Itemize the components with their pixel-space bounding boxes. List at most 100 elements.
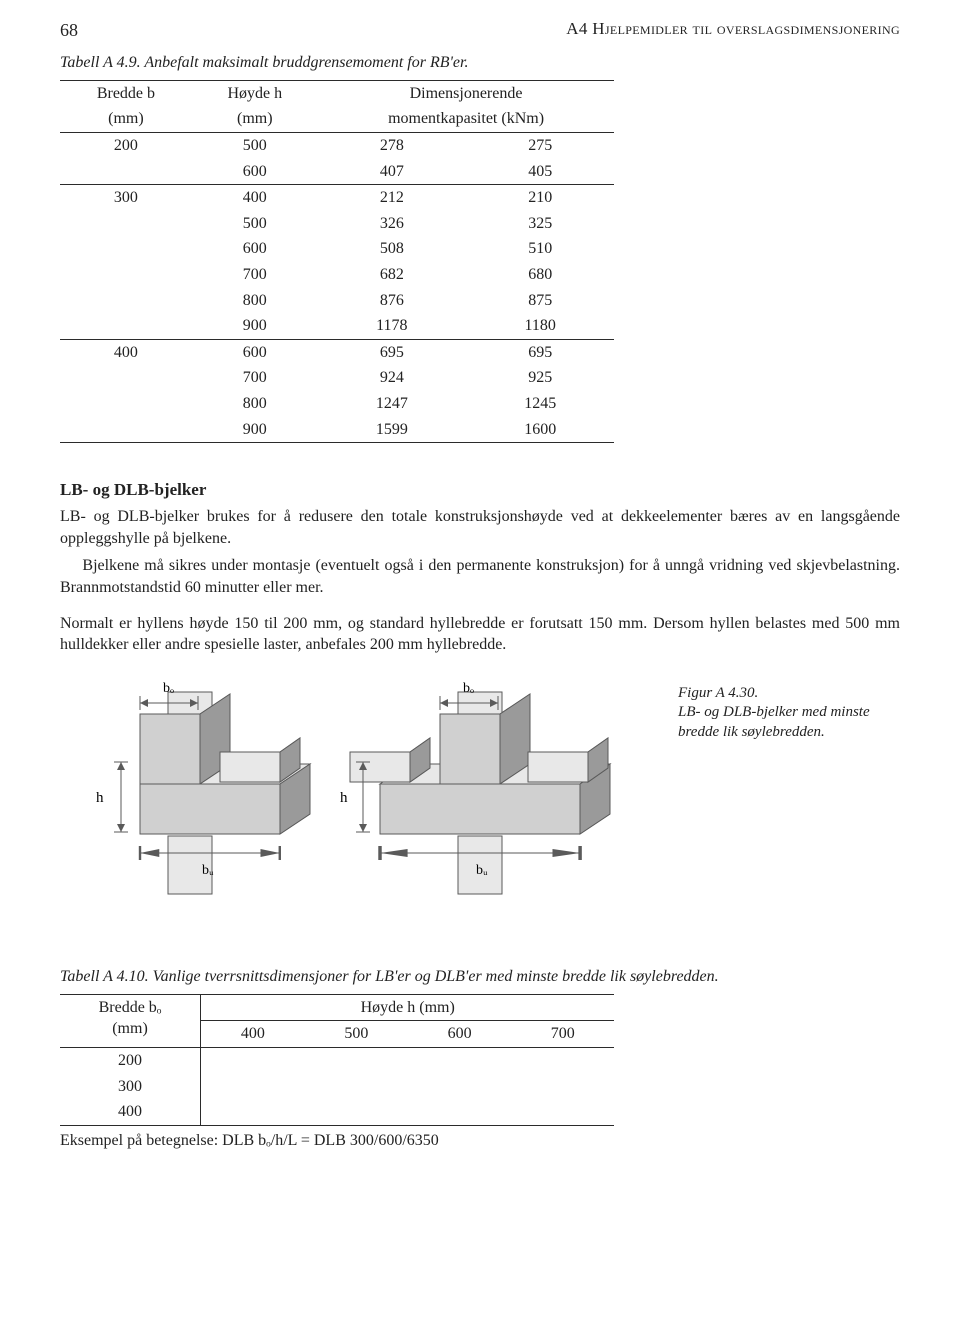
fig-h-left: h xyxy=(96,790,104,806)
section-p1: LB- og DLB-bjelker brukes for å redusere… xyxy=(60,506,900,549)
cell: 800 xyxy=(192,288,318,314)
cell: 1247 xyxy=(318,391,466,417)
cell: 600 xyxy=(192,159,318,185)
cell: 600 xyxy=(192,236,318,262)
cell: 407 xyxy=(318,159,466,185)
th-col: 700 xyxy=(511,1021,614,1048)
th-dim: Dimensjonerende xyxy=(318,80,615,106)
cell xyxy=(305,1099,408,1125)
table-row: 300400212210 xyxy=(60,185,614,211)
figure-svg: bₒ bᵤ xyxy=(60,684,650,914)
cell: 680 xyxy=(466,262,614,288)
cell: 325 xyxy=(466,211,614,237)
fig-bo-left: bₒ xyxy=(163,681,174,696)
cell xyxy=(511,1074,614,1100)
figure-label: Figur A 4.30. xyxy=(678,685,758,701)
cell: 500 xyxy=(192,211,318,237)
cell: 1245 xyxy=(466,391,614,417)
cell xyxy=(408,1048,511,1074)
cell xyxy=(201,1048,305,1074)
cell: 875 xyxy=(466,288,614,314)
th-col: 500 xyxy=(305,1021,408,1048)
th-h: Høyde h xyxy=(192,80,318,106)
cell-b: 200 xyxy=(60,133,192,185)
th-bo: Bredde bₒ xyxy=(70,997,190,1019)
cell xyxy=(305,1074,408,1100)
cell: 510 xyxy=(466,236,614,262)
table-a49-label: Tabell A 4.9. xyxy=(60,54,141,71)
cell-bo: 400 xyxy=(60,1099,201,1125)
cell-bo: 300 xyxy=(60,1074,201,1100)
table-a410-caption: Tabell A 4.10. Vanlige tverrsnittsdimens… xyxy=(60,966,900,988)
th-b-unit: (mm) xyxy=(60,106,192,132)
figure-caption-text: LB- og DLB-bjelker med minste bredde lik… xyxy=(678,704,870,740)
cell: 682 xyxy=(318,262,466,288)
section-title: LB- og DLB-bjelker xyxy=(60,479,900,502)
fig-bu-left: bᵤ xyxy=(202,863,214,878)
figure-a430: bₒ bᵤ xyxy=(60,684,900,921)
cell xyxy=(201,1099,305,1125)
section-p3: Normalt er hyllens høyde 150 til 200 mm,… xyxy=(60,613,900,656)
table-a410: Bredde bₒ (mm) Høyde h (mm) 400500600700… xyxy=(60,994,614,1126)
cell xyxy=(511,1099,614,1125)
cell: 700 xyxy=(192,262,318,288)
table-row: 400 xyxy=(60,1099,614,1125)
figure-caption: Figur A 4.30. LB- og DLB-bjelker med min… xyxy=(678,684,900,743)
cell: 212 xyxy=(318,185,466,211)
cell: 924 xyxy=(318,365,466,391)
figure-svg-wrap: bₒ bᵤ xyxy=(60,684,650,921)
cell: 600 xyxy=(192,339,318,365)
cell-b: 300 xyxy=(60,185,192,340)
cell: 405 xyxy=(466,159,614,185)
cell: 800 xyxy=(192,391,318,417)
cell: 925 xyxy=(466,365,614,391)
cell: 508 xyxy=(318,236,466,262)
cell: 210 xyxy=(466,185,614,211)
section-p2: Bjelkene må sikres under montasje (event… xyxy=(60,555,900,598)
table-row: 200500278275 xyxy=(60,133,614,159)
table-a49-caption: Tabell A 4.9. Anbefalt maksimalt bruddgr… xyxy=(60,52,900,74)
cell: 700 xyxy=(192,365,318,391)
table-a49: Bredde b Høyde h Dimensjonerende (mm) (m… xyxy=(60,80,614,443)
example-line: Eksempel på betegnelse: DLB bₒ/h/L = DLB… xyxy=(60,1130,900,1152)
cell: 1178 xyxy=(318,313,466,339)
fig-h-right: h xyxy=(340,790,348,806)
cell: 695 xyxy=(466,339,614,365)
cell: 400 xyxy=(192,185,318,211)
page-number: 68 xyxy=(60,18,78,42)
fig-bu-right: bᵤ xyxy=(476,863,488,878)
th-dim2: momentkapasitet (kNm) xyxy=(318,106,615,132)
cell-b: 400 xyxy=(60,339,192,442)
cell: 278 xyxy=(318,133,466,159)
table-row: 300 xyxy=(60,1074,614,1100)
table-row: 200 xyxy=(60,1048,614,1074)
th-b: Bredde b xyxy=(60,80,192,106)
table-row: 400600695695 xyxy=(60,339,614,365)
cell xyxy=(305,1048,408,1074)
running-head: 68 A4 Hjelpemidler til overslagsdimensjo… xyxy=(60,18,900,42)
th-bo-unit: (mm) xyxy=(70,1018,190,1040)
cell xyxy=(201,1074,305,1100)
cell-bo: 200 xyxy=(60,1048,201,1074)
cell: 900 xyxy=(192,313,318,339)
cell xyxy=(408,1074,511,1100)
th-col: 600 xyxy=(408,1021,511,1048)
cell: 500 xyxy=(192,133,318,159)
th-col: 400 xyxy=(201,1021,305,1048)
cell: 900 xyxy=(192,417,318,443)
cell: 275 xyxy=(466,133,614,159)
fig-bo-right: bₒ xyxy=(463,681,474,696)
cell: 326 xyxy=(318,211,466,237)
cell: 876 xyxy=(318,288,466,314)
cell: 1599 xyxy=(318,417,466,443)
table-a410-caption-text: Vanlige tverrsnittsdimensjoner for LB'er… xyxy=(153,968,719,985)
table-a410-label: Tabell A 4.10. xyxy=(60,968,149,985)
th-h-unit: (mm) xyxy=(192,106,318,132)
cell: 1600 xyxy=(466,417,614,443)
th-hsuper: Høyde h (mm) xyxy=(201,994,615,1021)
cell xyxy=(408,1099,511,1125)
cell: 695 xyxy=(318,339,466,365)
cell xyxy=(511,1048,614,1074)
table-a49-caption-text: Anbefalt maksimalt bruddgrensemoment for… xyxy=(144,54,468,71)
chapter-title: A4 Hjelpemidler til overslagsdimensjoner… xyxy=(566,18,900,42)
